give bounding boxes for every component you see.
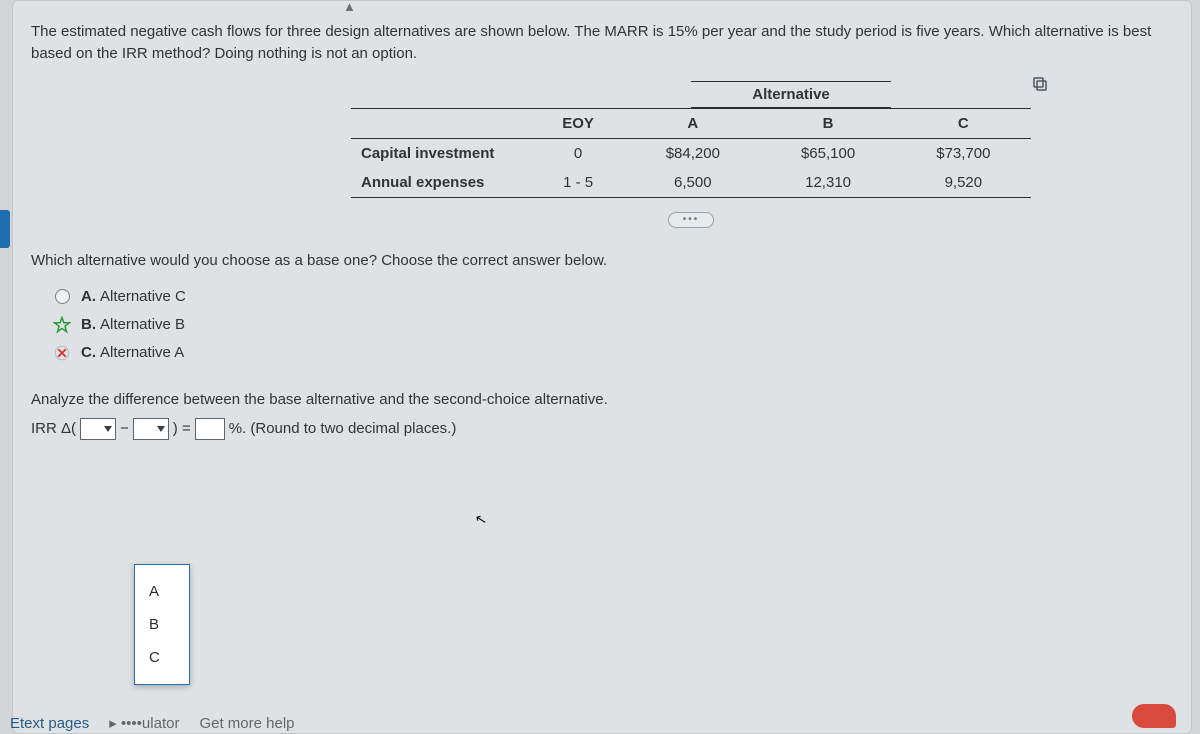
cell: 6,500 xyxy=(625,168,760,198)
cell: 9,520 xyxy=(896,168,1031,198)
option-text: Alternative C xyxy=(100,288,186,305)
simulator-link[interactable]: ▸ ••••ulator xyxy=(109,714,179,732)
dropdown-item-c[interactable]: C xyxy=(135,641,189,674)
option-text: Alternative B xyxy=(100,316,185,333)
chevron-down-icon xyxy=(104,426,112,432)
option-letter: B. xyxy=(81,316,96,333)
table-corner xyxy=(351,108,531,138)
irr-close: ) = xyxy=(173,420,191,437)
option-b[interactable]: B.Alternative B xyxy=(53,311,1173,339)
irr-dropdown-2[interactable] xyxy=(133,418,169,440)
dropdown-popup: A B C xyxy=(134,564,190,685)
copy-icon[interactable] xyxy=(1031,75,1049,93)
cursor-icon: ↖ xyxy=(473,510,488,529)
sub-question-text: Which alternative would you choose as a … xyxy=(31,252,1173,269)
col-a: A xyxy=(625,108,760,138)
dropdown-item-b[interactable]: B xyxy=(135,608,189,641)
irr-input-line: IRR Δ( − ) = %. (Round to two decimal pl… xyxy=(31,418,1173,440)
table-row: Annual expenses 1 - 5 6,500 12,310 9,520 xyxy=(351,168,1031,198)
question-text: The estimated negative cash flows for th… xyxy=(31,21,1173,65)
collapse-arrow-icon[interactable]: ▲ xyxy=(343,0,356,14)
cell: $65,100 xyxy=(760,138,895,168)
expand-ellipsis-icon[interactable]: ••• xyxy=(668,212,714,228)
option-a[interactable]: A.Alternative C xyxy=(53,283,1173,311)
radio-icon xyxy=(53,288,71,306)
side-progress-indicator xyxy=(0,210,10,248)
wrong-cross-icon xyxy=(53,344,71,362)
irr-value-input[interactable] xyxy=(195,418,225,440)
dropdown-item-a[interactable]: A xyxy=(135,575,189,608)
option-text: Alternative A xyxy=(100,344,184,361)
etext-pages-link[interactable]: Etext pages xyxy=(10,715,89,732)
col-eoy: EOY xyxy=(531,108,625,138)
row-label: Annual expenses xyxy=(351,168,531,198)
answer-options: A.Alternative C B.Alternative B C.Altern… xyxy=(53,283,1173,367)
option-c[interactable]: C.Alternative A xyxy=(53,339,1173,367)
col-c: C xyxy=(896,108,1031,138)
table-row: Capital investment 0 $84,200 $65,100 $73… xyxy=(351,138,1031,168)
get-help-link[interactable]: Get more help xyxy=(199,715,294,732)
cell: 12,310 xyxy=(760,168,895,198)
alternative-header: Alternative xyxy=(691,81,891,108)
col-b: B xyxy=(760,108,895,138)
footer-bar: Etext pages ▸ ••••ulator Get more help xyxy=(0,710,1200,734)
option-letter: A. xyxy=(81,288,96,305)
chat-bubble-icon[interactable] xyxy=(1132,704,1176,728)
chevron-down-icon xyxy=(157,426,165,432)
cell: 1 - 5 xyxy=(531,168,625,198)
cell: 0 xyxy=(531,138,625,168)
data-table: Alternative EOY A B C Capital investment… xyxy=(351,81,1031,228)
minus-sign: − xyxy=(120,420,129,437)
irr-suffix: %. (Round to two decimal places.) xyxy=(229,420,457,437)
correct-star-icon xyxy=(53,316,71,334)
irr-dropdown-1[interactable] xyxy=(80,418,116,440)
row-label: Capital investment xyxy=(351,138,531,168)
irr-prefix: IRR Δ( xyxy=(31,420,76,437)
analyze-text: Analyze the difference between the base … xyxy=(31,391,1173,408)
cell: $84,200 xyxy=(625,138,760,168)
cell: $73,700 xyxy=(896,138,1031,168)
option-letter: C. xyxy=(81,344,96,361)
